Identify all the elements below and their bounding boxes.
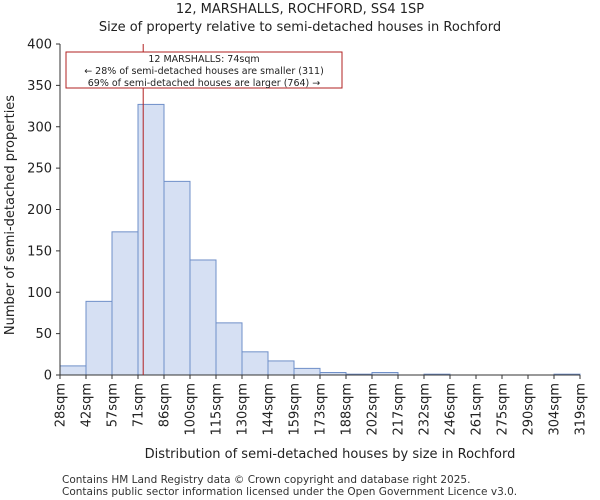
histogram-bar: [241, 351, 269, 376]
y-tick-label: 100: [27, 286, 52, 301]
y-tick-label: 350: [27, 79, 52, 94]
x-tick-label: 188sqm: [340, 383, 355, 436]
histogram-bar: [293, 367, 321, 376]
x-tick-label: 86sqm: [158, 383, 173, 427]
histogram-bar: [59, 365, 87, 376]
annotation-line: ← 28% of semi-detached houses are smalle…: [84, 66, 324, 77]
chart-title: 12, MARSHALLS, ROCHFORD, SS4 1SP: [175, 2, 425, 17]
x-tick-label: 217sqm: [392, 383, 407, 436]
x-tick-label: 232sqm: [418, 383, 433, 436]
annotation-line: 12 MARSHALLS: 74sqm: [148, 54, 259, 65]
histogram-bar: [215, 322, 243, 376]
x-tick-label: 57sqm: [106, 383, 121, 427]
histogram-bar: [267, 360, 295, 376]
x-tick-label: 304sqm: [548, 383, 563, 436]
y-tick-label: 50: [35, 327, 52, 342]
y-tick-label: 250: [27, 162, 52, 177]
x-tick-label: 130sqm: [236, 383, 251, 436]
y-tick-label: 200: [27, 203, 52, 218]
y-tick-label: 150: [27, 244, 52, 259]
x-tick-label: 319sqm: [574, 383, 589, 436]
x-tick-label: 159sqm: [288, 383, 303, 436]
x-tick-label: 173sqm: [314, 383, 329, 436]
annotation-box: [65, 51, 343, 89]
histogram-bar: [189, 259, 217, 376]
x-tick-label: 42sqm: [80, 383, 95, 427]
histogram-bar: [137, 103, 165, 376]
x-tick-label: 115sqm: [210, 383, 225, 436]
x-tick-label: 202sqm: [366, 383, 381, 436]
y-tick-label: 300: [27, 120, 52, 135]
x-tick-label: 261sqm: [470, 383, 485, 436]
x-tick-label: 71sqm: [132, 383, 147, 427]
x-tick-label: 100sqm: [184, 383, 199, 436]
histogram-bar: [111, 231, 139, 376]
x-tick-label: 144sqm: [262, 383, 277, 436]
x-tick-label: 275sqm: [496, 383, 511, 436]
chart-subtitle: Size of property relative to semi-detach…: [98, 20, 502, 35]
x-tick-label: 28sqm: [54, 383, 69, 427]
x-tick-label: 290sqm: [522, 383, 537, 436]
y-axis-label: Number of semi-detached properties: [3, 95, 18, 335]
y-tick-label: 0: [44, 369, 52, 384]
footer-copyright: Contains HM Land Registry data © Crown c…: [62, 474, 471, 486]
histogram-bar: [163, 180, 191, 376]
footer-licence: Contains public sector information licen…: [62, 486, 518, 498]
y-tick-label: 400: [27, 38, 52, 53]
histogram-bar: [85, 300, 113, 376]
annotation-line: 69% of semi-detached houses are larger (…: [88, 78, 321, 89]
x-axis-label: Distribution of semi-detached houses by …: [145, 447, 516, 462]
x-tick-label: 246sqm: [444, 383, 459, 436]
